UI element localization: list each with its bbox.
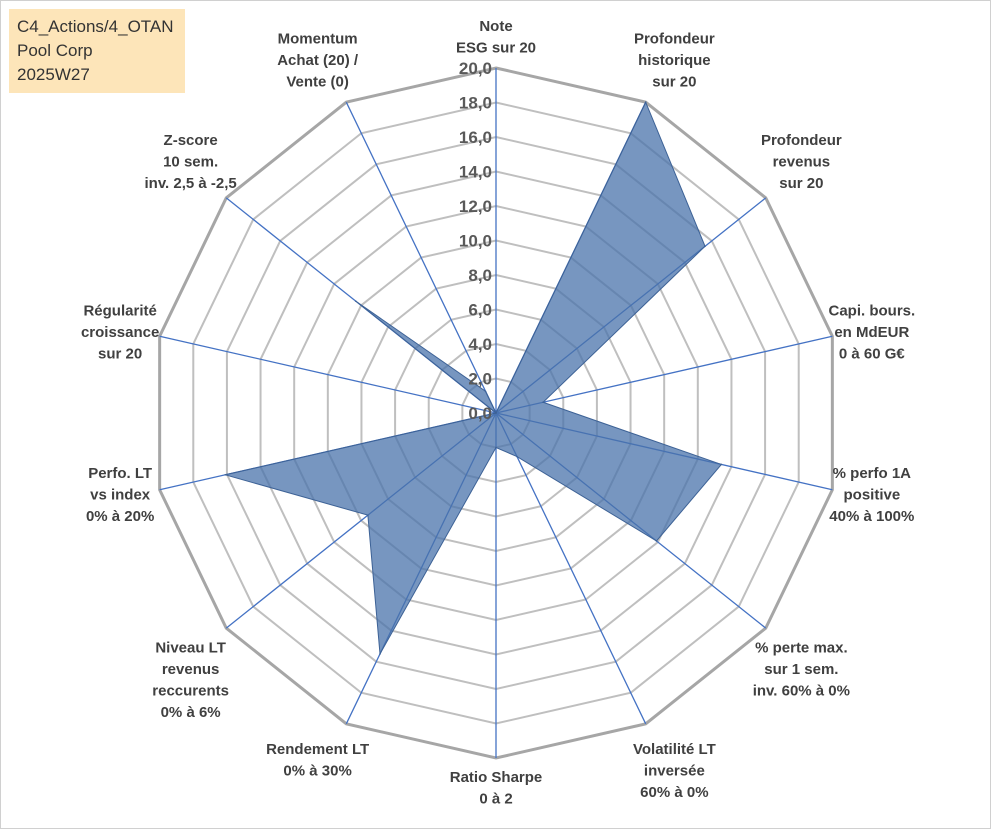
data-point [644, 101, 647, 103]
tick-label: 20,0 [459, 59, 492, 78]
axis-label-line: Profondeur [634, 31, 715, 48]
axis-label-line: croissance [81, 324, 159, 341]
axis-label: Ratio Sharpe 0 à 2 [450, 769, 543, 808]
axis-label-line: Note [479, 18, 512, 35]
axis-label: % perfo 1A positive 40% à 100% [829, 465, 914, 525]
axis-label-line: sur 20 [779, 175, 823, 192]
axis-label-line: 10 sem. [163, 153, 218, 170]
axis-label: Profondeur historique sur 20 [634, 31, 715, 91]
axis-label: Momentum Achat (20) / Vente (0) [277, 31, 359, 91]
axis-spoke [495, 335, 833, 414]
axis-label-line: revenus [773, 153, 831, 170]
tick-label: 6,0 [468, 301, 492, 320]
axis-label-line: Niveau LT [155, 640, 226, 657]
axis-label-line: Vente (0) [286, 74, 349, 91]
data-point [495, 412, 497, 414]
axis-label-line: Perfo. LT [88, 465, 152, 482]
data-point [224, 473, 227, 476]
data-point [484, 390, 487, 393]
axis-label-line: 0% à 6% [161, 704, 221, 721]
axis-label-line: Profondeur [761, 132, 842, 149]
axis-label-line: 40% à 100% [829, 508, 914, 525]
axis-label-line: historique [638, 52, 711, 69]
axis-label-line: 60% à 0% [640, 784, 708, 801]
axis-label-line: Régularité [83, 303, 156, 320]
data-point [655, 540, 658, 542]
axis-label: Niveau LT revenus reccurents 0% à 6% [152, 640, 229, 722]
axis-label-line: revenus [162, 661, 220, 678]
data-point [704, 245, 706, 248]
axis-label-line: positive [844, 486, 901, 503]
axis-label-line: inv. 60% à 0% [753, 683, 850, 700]
data-point [495, 446, 497, 449]
axis-label-line: reccurents [152, 683, 229, 700]
tick-label: 0,0 [468, 404, 492, 423]
chart-info-box: C4_Actions/4_OTAN Pool Corp 2025W27 [9, 9, 185, 93]
tick-label: 16,0 [459, 128, 492, 147]
axis-label-line: sur 20 [652, 74, 696, 91]
data-point [367, 514, 369, 516]
axis-label-line: Ratio Sharpe [450, 769, 543, 786]
axis-label-line: en MdEUR [834, 324, 909, 341]
axis-label-line: Achat (20) / [277, 52, 359, 69]
axis-label-line: Capi. bours. [829, 303, 916, 320]
axis-label: % perte max. sur 1 sem. inv. 60% à 0% [753, 640, 850, 700]
axis-label: Volatilité LT inversée 60% à 0% [633, 741, 716, 801]
axis-label: Note ESG sur 20 [456, 18, 536, 57]
data-point [720, 463, 723, 466]
radar-tick-labels: 0,0 2,0 4,0 6,0 8,0 10,0 12,0 14,0 16,0 18,0 20,0 [459, 59, 492, 423]
axis-label: Z-score 10 sem. inv. 2,5 à -2,5 [144, 132, 236, 192]
axis-label-line: inversée [644, 762, 705, 779]
axis-label-line: Rendement LT [266, 741, 369, 758]
data-point [354, 300, 357, 302]
axis-label-line: Momentum [278, 31, 358, 48]
axis-label-line: Z-score [164, 132, 218, 149]
axis-label-line: vs index [90, 486, 151, 503]
axis-label-line: 0% à 30% [283, 762, 351, 779]
axis-label: Régularité croissance sur 20 [81, 303, 159, 363]
tick-label: 10,0 [459, 232, 492, 251]
axis-label: Capi. bours. en MdEUR 0 à 60 G€ [829, 303, 916, 363]
axis-label-line: 0% à 20% [86, 508, 154, 525]
axis-spoke [159, 335, 497, 414]
axis-label: Profondeur revenus sur 20 [761, 132, 842, 192]
axis-label: Rendement LT 0% à 30% [266, 741, 369, 780]
axis-spoke [345, 101, 497, 414]
radar-series [224, 100, 723, 656]
axis-label: Perfo. LT vs index 0% à 20% [86, 465, 154, 525]
axis-label-line: inv. 2,5 à -2,5 [144, 175, 236, 192]
axis-label-line: 0 à 2 [479, 791, 512, 808]
info-line-group: C4_Actions/4_OTAN [17, 17, 174, 36]
data-point [542, 401, 544, 404]
axis-spoke [495, 412, 647, 725]
radar-axis-labels: Note ESG sur 20 Profondeur historique sur 20… [81, 18, 915, 808]
tick-label: 14,0 [459, 163, 492, 182]
tick-label: 4,0 [468, 335, 492, 354]
tick-label: 12,0 [459, 197, 492, 216]
axis-label-line: % perte max. [755, 640, 848, 657]
axis-label-line: Volatilité LT [633, 741, 716, 758]
axis-label-line: sur 1 sem. [764, 661, 838, 678]
axis-label-line: % perfo 1A [833, 465, 912, 482]
data-point [379, 653, 381, 655]
axis-label-line: ESG sur 20 [456, 40, 536, 57]
info-line-week: 2025W27 [17, 65, 90, 84]
data-point [516, 455, 518, 458]
tick-label: 2,0 [468, 370, 492, 389]
axis-label-line: sur 20 [98, 346, 142, 363]
info-line-company: Pool Corp [17, 41, 93, 60]
tick-label: 18,0 [459, 94, 492, 113]
axis-label-line: 0 à 60 G€ [839, 346, 906, 363]
tick-label: 8,0 [468, 266, 492, 285]
